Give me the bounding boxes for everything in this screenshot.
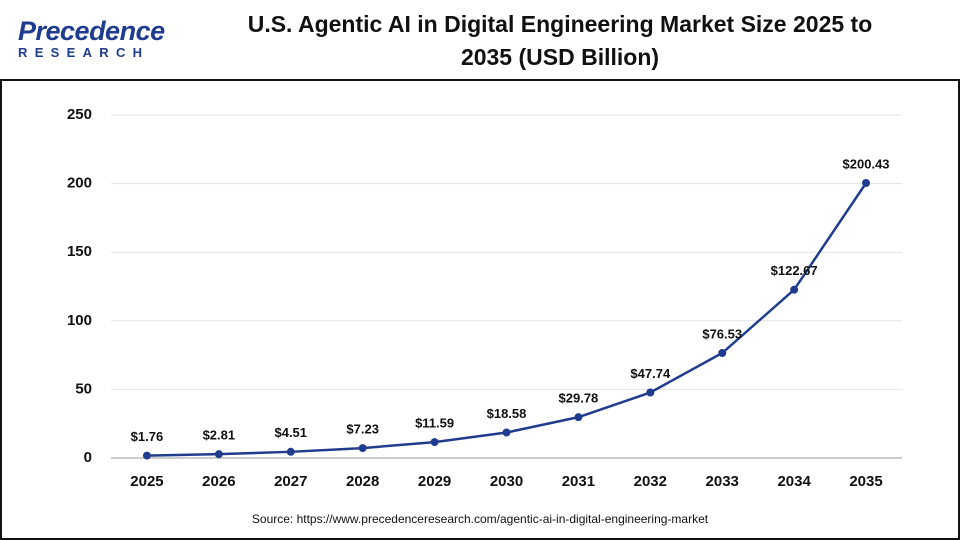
value-label: $76.53 xyxy=(702,326,742,341)
y-tick-label: 200 xyxy=(67,175,92,192)
marker xyxy=(358,444,367,453)
value-label: $47.74 xyxy=(630,366,671,381)
x-tick-label: 2026 xyxy=(202,473,235,490)
y-tick-label: 50 xyxy=(75,380,92,397)
x-tick-label: 2025 xyxy=(130,473,163,490)
x-tick-label: 2034 xyxy=(777,473,811,490)
value-label: $122.67 xyxy=(771,263,818,278)
chart-title: U.S. Agentic AI in Digital Engineering M… xyxy=(247,11,873,70)
source: Source: https://www.precedenceresearch.c… xyxy=(252,512,709,526)
marker xyxy=(142,451,151,460)
marker xyxy=(574,413,583,422)
frame xyxy=(0,79,960,540)
marker xyxy=(718,349,727,358)
value-label: $7.23 xyxy=(346,422,379,437)
y-tick-label: 100 xyxy=(67,312,92,329)
marker xyxy=(646,388,655,397)
x-tick-label: 2029 xyxy=(418,473,451,490)
value-label: $18.58 xyxy=(487,406,527,421)
y-tick-label: 0 xyxy=(84,449,92,466)
x-tick-label: 2028 xyxy=(346,473,379,490)
marker xyxy=(286,447,295,456)
logo: Precedence RESEARCH xyxy=(18,16,165,61)
brand-name: Precedence xyxy=(18,16,165,46)
value-label: $200.43 xyxy=(843,156,890,171)
x-tick-label: 2027 xyxy=(274,473,307,490)
value-label: $29.78 xyxy=(559,391,599,406)
value-label: $1.76 xyxy=(131,429,164,444)
marker xyxy=(862,179,871,188)
value-label: $4.51 xyxy=(274,425,307,440)
x-tick-label: 2033 xyxy=(706,473,739,490)
value-label: $2.81 xyxy=(203,428,236,443)
x-tick-label: 2035 xyxy=(849,473,882,490)
y-tick-label: 150 xyxy=(67,243,92,260)
marker xyxy=(430,438,439,447)
marker xyxy=(502,428,511,437)
x-tick-label: 2032 xyxy=(634,473,667,490)
marker xyxy=(790,285,799,294)
marker xyxy=(214,450,223,459)
y-tick-label: 250 xyxy=(67,106,92,123)
brand-tagline: RESEARCH xyxy=(18,45,150,60)
value-label: $11.59 xyxy=(415,416,454,431)
x-tick-label: 2031 xyxy=(562,473,595,490)
x-tick-label: 2030 xyxy=(490,473,523,490)
